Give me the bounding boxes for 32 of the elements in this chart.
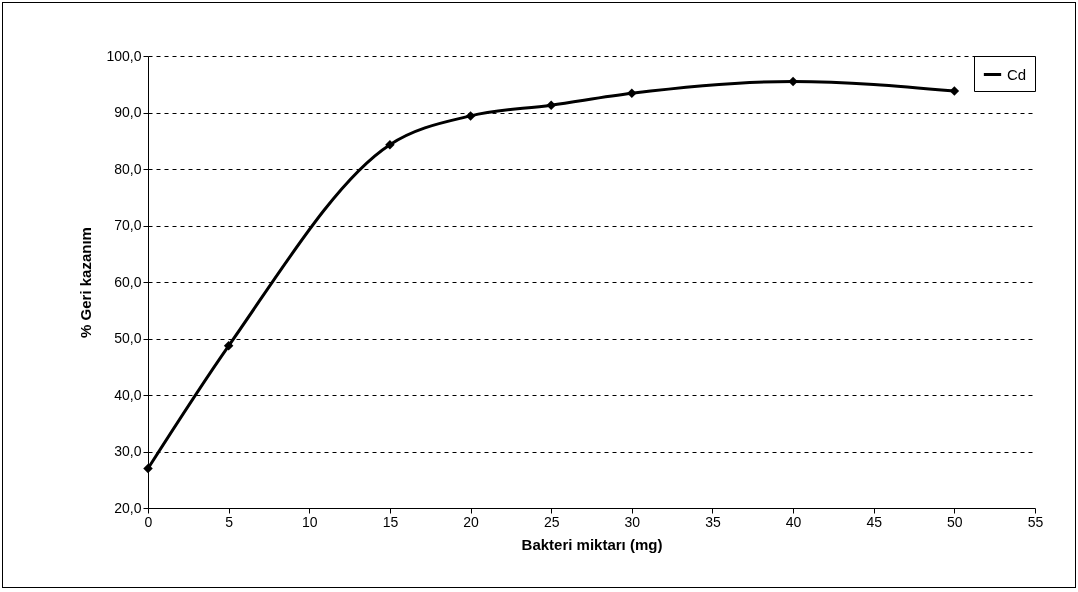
x-tick-label: 25: [543, 513, 560, 530]
x-tick-label: 50: [947, 513, 963, 530]
x-tick-label: 35: [705, 513, 721, 530]
y-tick-label: 70,0: [114, 217, 142, 233]
point: [627, 88, 637, 99]
point: [143, 463, 153, 474]
point: [949, 86, 960, 96]
x-tick-label: 5: [225, 513, 234, 530]
x-tick-label: 40: [785, 513, 802, 530]
y-tick-label: 50,0: [114, 330, 142, 346]
y-tick-label: 40,0: [114, 386, 142, 403]
point: [465, 111, 476, 121]
y-tick-label: 30,0: [114, 443, 142, 459]
x-axis-title: Bakteri miktarı (mg): [521, 535, 663, 553]
x-tick-label: 10: [301, 513, 318, 530]
x-tick-label: 15: [382, 513, 399, 530]
x-tick-label: 30: [624, 513, 641, 530]
point: [385, 139, 395, 150]
point: [788, 76, 798, 87]
legend-label: Cd: [1007, 65, 1027, 83]
point: [223, 341, 234, 351]
y-tick-label: 80,0: [114, 160, 142, 177]
y-tick-label: 90,0: [114, 104, 142, 120]
x-tick-label: 0: [144, 513, 153, 530]
y-tick-label: 100,0: [106, 47, 142, 64]
point: [546, 100, 556, 110]
x-tick-label: 45: [866, 513, 883, 530]
x-tick-label: 20: [463, 513, 480, 530]
y-tick-label: 20,0: [114, 499, 142, 516]
y-axis-title: % Geri kazanım: [77, 227, 95, 338]
y-tick-label: 60,0: [114, 273, 142, 290]
x-tick-label: 55: [1027, 513, 1044, 530]
